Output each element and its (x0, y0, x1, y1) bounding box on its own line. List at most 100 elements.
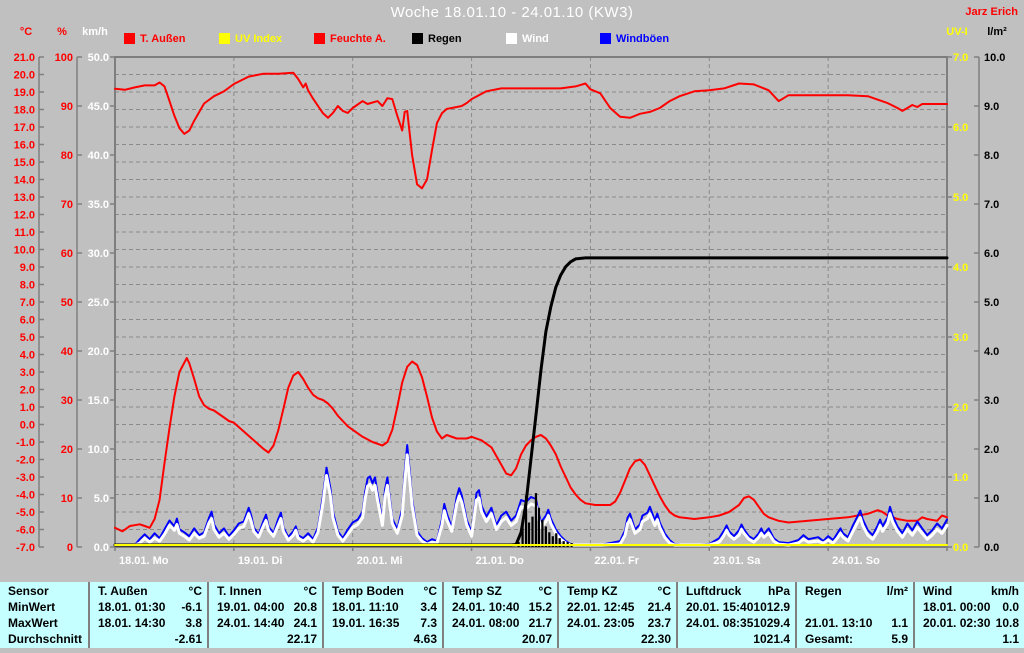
table-row: 20.01. 15:40 1012.9 (686, 599, 790, 615)
table-row: 24.01. 23:05 23.7 (567, 615, 671, 631)
table-row: 22.01. 12:45 21.4 (567, 599, 671, 615)
tick-label-rain: 6.0 (984, 248, 999, 260)
rain-bar (524, 495, 528, 547)
author-name: Jarz Erich (965, 6, 1018, 18)
avg-value: 5.9 (891, 632, 908, 646)
sensor-unit: °C (303, 584, 317, 598)
table-row (805, 599, 908, 615)
tick-label-temp: 5.0 (20, 332, 35, 344)
table-row: MaxWert (8, 615, 83, 631)
series-windb-en (114, 444, 948, 546)
tick-label-wind: 40.0 (88, 150, 109, 162)
max-when: 19.01. 16:35 (332, 616, 400, 630)
tick-label-temp: 4.0 (20, 350, 35, 362)
legend-swatch-icon (600, 33, 611, 44)
min-value: 21.4 (647, 600, 671, 614)
series-wind (113, 453, 949, 547)
table-row: 20.07 (452, 631, 552, 647)
max-when: 20.01. 02:30 (923, 616, 991, 630)
tick-label-temp: 15.0 (14, 157, 35, 169)
tick-label-humidity: 60 (61, 248, 73, 260)
min-value: 0.0 (1002, 600, 1019, 614)
max-when: 24.01. 08:00 (452, 616, 520, 630)
legend-swatch-icon (219, 33, 230, 44)
tick-label-temp: 18.0 (14, 105, 35, 117)
tick-label-wind: 45.0 (88, 101, 109, 113)
legend-item-4: Wind (506, 32, 549, 45)
sensor-unit: °C (538, 584, 552, 598)
tick-label-humidity: 50 (61, 297, 73, 309)
avg-value: 4.63 (413, 632, 437, 646)
table-row: -2.61 (98, 631, 202, 647)
table-row: MinWert (8, 599, 83, 615)
min-when: 19.01. 04:00 (217, 600, 285, 614)
tick-label-uv: 7.0 (953, 52, 968, 64)
x-axis-label: 19.01. Di (238, 555, 283, 567)
max-when: 24.01. 23:05 (567, 616, 635, 630)
tick-label-humidity: 40 (61, 346, 73, 358)
rain-bar (521, 524, 524, 547)
max-value: 3.8 (185, 616, 202, 630)
tick-label-rain: 4.0 (984, 346, 999, 358)
tick-label-wind: 35.0 (88, 199, 109, 211)
table-row: 4.63 (332, 631, 437, 647)
table-row: Wind km/h (923, 583, 1019, 599)
max-value: 24.1 (293, 616, 317, 630)
stats-col-regen: Regen l/m² 21.01. 13:10 1.1 Gesamt: 5.9 (795, 582, 913, 648)
rain-bar (551, 536, 554, 547)
rain-bar (544, 526, 547, 547)
legend-item-0: T. Außen (124, 32, 185, 45)
min-value: 15.2 (528, 600, 552, 614)
rain-bar (537, 507, 541, 547)
tick-label-humidity: 80 (61, 150, 73, 162)
sensor-name: Temp Boden (332, 584, 404, 598)
tick-label-temp: 7.0 (20, 297, 35, 309)
axis-header-temp: °C (19, 26, 33, 38)
tick-label-temp: 12.0 (14, 210, 35, 222)
rain-bar (534, 493, 538, 547)
stats-col-wind: Wind km/h 18.01. 00:00 0.0 20.01. 02:30 10.8 1… (913, 582, 1024, 648)
table-row: 19.01. 16:35 7.3 (332, 615, 437, 631)
table-row: 24.01. 14:40 24.1 (217, 615, 317, 631)
table-row: Temp SZ °C (452, 583, 552, 599)
min-when: 18.01. 11:10 (332, 600, 399, 614)
tick-label-wind: 20.0 (88, 346, 109, 358)
tick-label-temp: -6.0 (16, 525, 35, 537)
tick-label-rain: 10.0 (984, 52, 1005, 64)
tick-label-rain: 1.0 (984, 493, 999, 505)
tick-label-temp: 8.0 (20, 280, 35, 292)
legend-item-5: Windböen (600, 32, 669, 45)
table-row: 22.17 (217, 631, 317, 647)
sensor-name: T. Innen (217, 584, 262, 598)
tick-label-temp: 6.0 (20, 315, 35, 327)
table-row: T. Außen °C (98, 583, 202, 599)
legend-label: Feuchte A. (330, 32, 386, 45)
table-row: Gesamt: 5.9 (805, 631, 908, 647)
legend-item-2: Feuchte A. (314, 32, 386, 45)
tick-label-rain: 2.0 (984, 444, 999, 456)
table-row: 18.01. 14:30 3.8 (98, 615, 202, 631)
min-value: 20.8 (293, 600, 317, 614)
tick-label-rain: 5.0 (984, 297, 999, 309)
max-value: 7.3 (420, 616, 437, 630)
tick-label-humidity: 10 (61, 493, 73, 505)
table-row: 1021.4 (686, 631, 790, 647)
sensor-name: Regen (805, 584, 842, 598)
tick-label-temp: 20.0 (14, 70, 35, 82)
tick-label-uv: 0.0 (953, 542, 968, 554)
tick-label-temp: -7.0 (16, 542, 35, 554)
legend-swatch-icon (412, 33, 423, 44)
tick-label-wind: 25.0 (88, 297, 109, 309)
stats-table: Sensor MinWert MaxWert Durchschnitt T. Außen… (0, 582, 1024, 648)
tick-label-uv: 1.0 (953, 472, 968, 484)
tick-label-humidity: 20 (61, 444, 73, 456)
tick-label-temp: 3.0 (20, 367, 35, 379)
max-value: 10.8 (995, 616, 1019, 630)
tick-label-uv: 5.0 (953, 192, 968, 204)
tick-label-temp: -5.0 (16, 507, 35, 519)
row-label-1: MinWert (8, 600, 56, 614)
stats-col-temp-boden: Temp Boden °C 18.01. 11:10 3.4 19.01. 16:35 7… (322, 582, 442, 648)
legend-label: T. Außen (140, 32, 186, 45)
legend-item-1: UV Index (219, 32, 282, 45)
